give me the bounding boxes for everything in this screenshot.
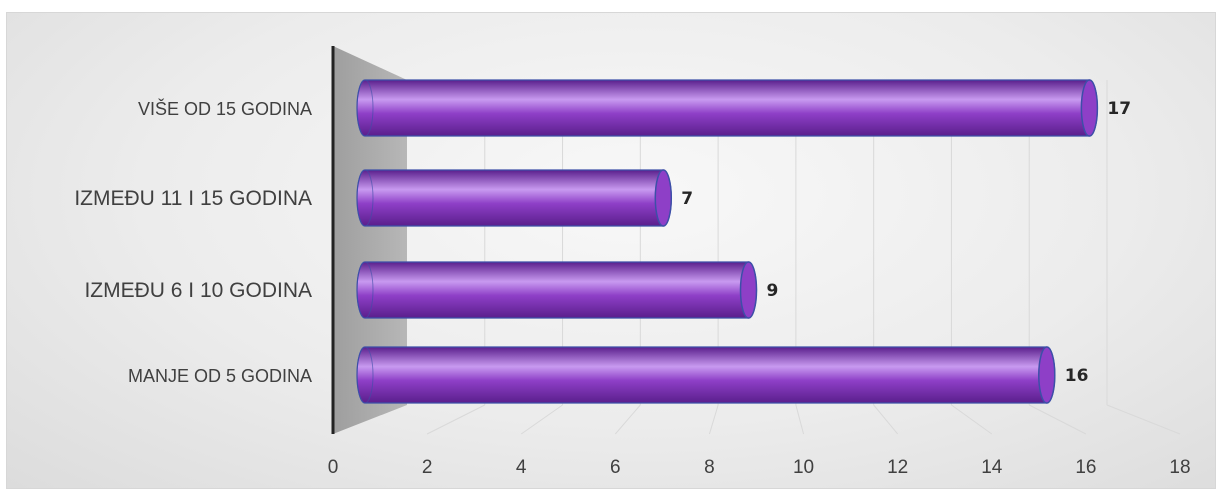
category-label: VIŠE OD 15 GODINA	[138, 98, 312, 119]
floor-line	[951, 404, 993, 435]
floor-line	[1028, 404, 1087, 435]
x-tick-label: 4	[516, 457, 527, 478]
data-label: 9	[767, 281, 779, 301]
data-label: 17	[1107, 99, 1131, 119]
bar-end-cap	[1038, 346, 1056, 404]
bar-start-cap	[356, 79, 374, 137]
bar-body	[356, 169, 672, 227]
bar-body	[356, 261, 758, 319]
x-tick-label: 12	[887, 457, 908, 478]
data-label: 7	[681, 189, 693, 209]
category-label: IZMEĐU 11 I 15 GODINA	[74, 187, 312, 210]
floor-line	[614, 404, 641, 435]
x-tick-label: 8	[704, 457, 715, 478]
floor-line	[795, 404, 805, 435]
bar-body	[356, 79, 1098, 137]
x-tick-label: 16	[1075, 457, 1096, 478]
bar	[356, 261, 758, 319]
x-tick-label: 14	[981, 457, 1003, 478]
bar-start-cap	[356, 261, 374, 319]
x-tick-label: 18	[1169, 457, 1190, 478]
chart-side-wall	[331, 46, 407, 434]
bars	[356, 79, 1099, 404]
data-label: 16	[1065, 366, 1089, 386]
bar-end-cap	[1080, 79, 1099, 137]
bar-start-cap	[356, 346, 374, 404]
floor-line	[708, 404, 719, 435]
bar	[356, 346, 1056, 404]
bar	[356, 169, 673, 227]
labels: 0 2 4 6 8 10 12 14 16 18 16 MANJE OD 5 GODINA 9 IZMEĐ…	[74, 98, 1190, 478]
x-tick-label: 6	[610, 457, 621, 478]
category-label: IZMEĐU 6 I 10 GODINA	[84, 279, 312, 302]
floor-line	[873, 404, 899, 435]
bar-start-cap	[356, 169, 374, 227]
x-tick-label: 10	[793, 457, 814, 478]
floor-line	[1106, 404, 1181, 435]
x-tick-label: 0	[328, 457, 339, 478]
floor-line	[426, 404, 486, 435]
floor-lines	[426, 404, 1181, 435]
category-label: MANJE OD 5 GODINA	[128, 366, 312, 386]
bar-end-cap	[739, 261, 758, 319]
bar-end-cap	[654, 169, 673, 227]
side-wall	[333, 46, 407, 434]
bar-body	[356, 346, 1056, 404]
x-tick-label: 2	[422, 457, 433, 478]
bar	[356, 79, 1099, 137]
floor-line	[520, 404, 563, 435]
